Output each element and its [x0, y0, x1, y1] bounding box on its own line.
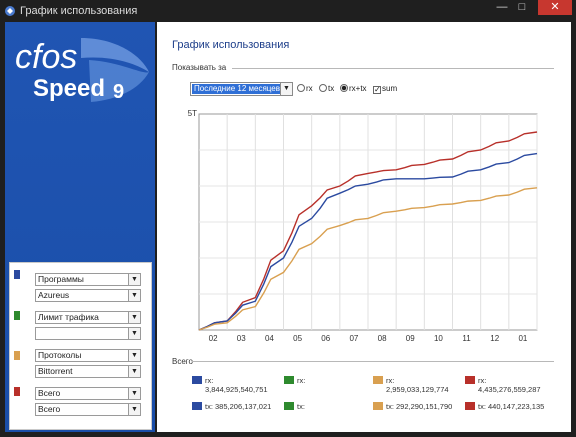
filter-programs-select[interactable]: Программы ▼: [35, 273, 141, 286]
filter-traffic-limit-sub-select[interactable]: ▼: [35, 327, 141, 340]
filter-color-programs: [14, 270, 20, 279]
legend-key: rx:: [297, 376, 306, 385]
cfos-speed-logo: cfos Speed 9: [15, 38, 149, 103]
legend-swatch: [192, 376, 202, 384]
chevron-down-icon: ▼: [280, 83, 292, 95]
legend-value: 3,844,925,540,751: [205, 385, 268, 394]
logo-text-version: 9: [113, 81, 124, 103]
legend-swatch: [284, 376, 294, 384]
legend-swatch: [373, 376, 383, 384]
usage-chart: 5T 02 03 04 05 06 07 08 09 10 11 12 01: [188, 109, 538, 343]
period-value: Последние 12 месяцев: [192, 84, 282, 94]
x-tick-label: 08: [378, 334, 387, 343]
totals-label: Всего: [172, 357, 193, 366]
filter-protocols-value: Протоколы: [38, 350, 82, 360]
x-tick-label: 07: [349, 334, 358, 343]
y-tick-label: 5T: [188, 109, 197, 118]
filter-color-protocols: [14, 351, 20, 360]
window-title: График использования: [20, 5, 138, 17]
x-tick-label: 10: [434, 334, 443, 343]
chevron-down-icon: ▼: [128, 404, 140, 415]
filter-protocols-sub-select[interactable]: Bittorrent ▼: [35, 365, 141, 378]
filter-traffic-limit-value: Лимит трафика: [38, 312, 99, 322]
legend-key: tx: 385,206,137,021: [205, 402, 272, 411]
filter-total-sub-select[interactable]: Всего ▼: [35, 403, 141, 416]
x-tick-label: 06: [321, 334, 330, 343]
maximize-button[interactable]: □: [518, 1, 526, 13]
filter-color-traffic-limit: [14, 311, 20, 320]
radio-selected-icon: [340, 84, 348, 92]
filter-protocols-sub-value: Bittorrent: [38, 366, 73, 376]
legend-key: rx:: [386, 376, 395, 385]
chevron-down-icon: ▼: [128, 388, 140, 399]
sidebar: cfos Speed 9 Программы ▼ Azureus ▼ Лимит…: [5, 22, 155, 432]
filter-panel: Программы ▼ Azureus ▼ Лимит трафика ▼ ▼ …: [9, 262, 152, 430]
logo-text-cfos: cfos: [15, 38, 77, 76]
checkmark-icon: ✓: [373, 85, 381, 94]
legend-value: 2,959,033,129,774: [386, 385, 449, 394]
section-divider: [232, 68, 554, 69]
x-tick-label: 11: [462, 334, 471, 343]
x-tick-label: 12: [490, 334, 499, 343]
chevron-down-icon: ▼: [128, 350, 140, 361]
filter-total-select[interactable]: Всего ▼: [35, 387, 141, 400]
legend-swatch: [192, 402, 202, 410]
period-select[interactable]: Последние 12 месяцев ▼: [190, 82, 293, 96]
chevron-down-icon: ▼: [128, 328, 140, 339]
series-line-1: [198, 152, 538, 331]
legend-value: 4,435,276,559,287: [478, 385, 541, 394]
radio-icon: [297, 84, 305, 92]
option-rxtx-label: rx+tx: [349, 84, 367, 93]
show-for-label: Показывать за: [172, 63, 227, 72]
filter-total-value: Всего: [38, 388, 61, 398]
legend-swatch: [284, 402, 294, 410]
option-rxtx-radio[interactable]: rx+tx: [340, 84, 367, 93]
legend-key: tx: 292,290,151,790: [386, 402, 453, 411]
filter-total-sub-value: Всего: [38, 404, 61, 414]
option-sum-label: sum: [382, 84, 398, 93]
chevron-down-icon: ▼: [128, 274, 140, 285]
title-bar: График использования — □ ✕: [0, 0, 576, 22]
option-tx-radio[interactable]: tx: [319, 84, 334, 93]
series-line-2: [198, 187, 538, 331]
page-title: График использования: [172, 39, 290, 51]
chevron-down-icon: ▼: [128, 290, 140, 301]
minimize-button[interactable]: —: [496, 1, 508, 13]
series-line-0: [198, 131, 538, 331]
x-tick-label: 09: [406, 334, 415, 343]
option-rx-radio[interactable]: rx: [297, 84, 313, 93]
legend-key: rx:: [205, 376, 214, 385]
chevron-down-icon: ▼: [128, 312, 140, 323]
legend-key: tx:: [297, 402, 305, 411]
legend-swatch: [465, 402, 475, 410]
main-content: График использования Показывать за После…: [157, 22, 571, 432]
logo-text-speed: Speed: [33, 75, 105, 102]
radio-icon: [319, 84, 327, 92]
filter-programs-sub-select[interactable]: Azureus ▼: [35, 289, 141, 302]
filter-traffic-limit-select[interactable]: Лимит трафика ▼: [35, 311, 141, 324]
filter-protocols-select[interactable]: Протоколы ▼: [35, 349, 141, 362]
option-sum-checkbox[interactable]: ✓sum: [373, 84, 397, 94]
x-tick-label: 01: [518, 334, 527, 343]
option-tx-label: tx: [328, 84, 335, 93]
x-tick-label: 04: [265, 334, 274, 343]
app-icon: [5, 6, 15, 16]
x-tick-label: 02: [209, 334, 218, 343]
filter-color-total: [14, 387, 20, 396]
x-tick-label: 03: [237, 334, 246, 343]
close-button[interactable]: ✕: [538, 0, 572, 15]
totals-divider: [192, 361, 554, 362]
chevron-down-icon: ▼: [128, 366, 140, 377]
legend-swatch: [373, 402, 383, 410]
legend-key: rx:: [478, 376, 487, 385]
filter-programs-sub-value: Azureus: [38, 290, 70, 300]
legend-key: tx: 440,147,223,135: [478, 402, 545, 411]
option-rx-label: rx: [306, 84, 313, 93]
x-tick-label: 05: [293, 334, 302, 343]
legend-swatch: [465, 376, 475, 384]
filter-programs-value: Программы: [38, 274, 84, 284]
